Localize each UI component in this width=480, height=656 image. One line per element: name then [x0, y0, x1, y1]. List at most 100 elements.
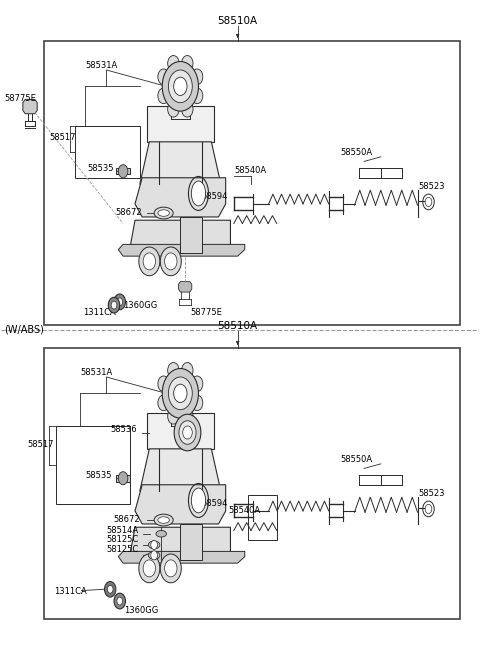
Bar: [56, 426, 130, 504]
Polygon shape: [135, 485, 226, 524]
Polygon shape: [180, 217, 202, 253]
Circle shape: [105, 581, 116, 597]
Circle shape: [118, 165, 128, 178]
Text: 58540A: 58540A: [228, 506, 260, 516]
Ellipse shape: [154, 207, 173, 219]
Circle shape: [151, 551, 157, 560]
Text: 1311CA: 1311CA: [84, 308, 116, 318]
Bar: [75, 125, 140, 178]
Circle shape: [114, 593, 125, 609]
Text: 58125C: 58125C: [107, 545, 139, 554]
Circle shape: [158, 395, 169, 411]
Ellipse shape: [158, 210, 169, 216]
Text: 58540A: 58540A: [234, 166, 266, 175]
Polygon shape: [147, 413, 214, 449]
Text: 1360GG: 1360GG: [123, 300, 158, 310]
Circle shape: [192, 88, 203, 104]
Ellipse shape: [192, 488, 205, 513]
Circle shape: [425, 197, 432, 207]
Circle shape: [108, 585, 113, 593]
Circle shape: [181, 56, 193, 72]
Text: 58531A: 58531A: [80, 368, 112, 377]
Text: 58775E: 58775E: [4, 94, 36, 103]
Circle shape: [160, 247, 181, 276]
Text: 58536: 58536: [110, 425, 137, 434]
Circle shape: [183, 426, 192, 439]
Circle shape: [179, 420, 196, 444]
Polygon shape: [180, 524, 202, 560]
Circle shape: [192, 69, 203, 85]
Polygon shape: [116, 475, 130, 482]
Circle shape: [425, 504, 432, 514]
Circle shape: [111, 301, 117, 309]
Polygon shape: [130, 220, 230, 253]
Circle shape: [158, 88, 169, 104]
Circle shape: [168, 56, 179, 72]
Circle shape: [151, 541, 157, 550]
Circle shape: [192, 395, 203, 411]
Circle shape: [174, 384, 187, 403]
Circle shape: [117, 298, 122, 306]
Text: 58510A: 58510A: [217, 16, 258, 26]
Circle shape: [143, 253, 156, 270]
Polygon shape: [23, 99, 37, 113]
Circle shape: [168, 363, 179, 379]
Polygon shape: [147, 106, 214, 142]
Circle shape: [108, 297, 120, 313]
Text: 58535: 58535: [87, 164, 114, 173]
Text: 58517: 58517: [28, 440, 54, 449]
Circle shape: [181, 409, 193, 424]
Ellipse shape: [148, 552, 160, 560]
Text: 1360GG: 1360GG: [124, 606, 159, 615]
Polygon shape: [140, 142, 221, 184]
Text: 58531A: 58531A: [85, 61, 117, 70]
Polygon shape: [130, 527, 230, 560]
Ellipse shape: [192, 181, 205, 206]
Circle shape: [192, 376, 203, 392]
Circle shape: [174, 414, 201, 451]
Circle shape: [143, 560, 156, 577]
Ellipse shape: [156, 531, 167, 537]
Circle shape: [181, 363, 193, 379]
Circle shape: [174, 77, 187, 96]
Ellipse shape: [158, 517, 169, 523]
Circle shape: [117, 597, 122, 605]
Text: 58125C: 58125C: [107, 535, 139, 544]
Text: 58594: 58594: [202, 499, 228, 508]
Text: 58550A: 58550A: [341, 148, 373, 157]
Circle shape: [165, 560, 177, 577]
Text: (W/ABS): (W/ABS): [4, 325, 44, 335]
Polygon shape: [135, 178, 226, 217]
Circle shape: [158, 69, 169, 85]
Polygon shape: [116, 168, 130, 174]
Text: 58523: 58523: [418, 489, 444, 498]
Text: 58550A: 58550A: [341, 455, 373, 464]
Text: 58510A: 58510A: [217, 321, 258, 331]
Text: 58514A: 58514A: [107, 526, 139, 535]
Text: 58523: 58523: [418, 182, 444, 191]
Text: 58535: 58535: [85, 471, 111, 480]
Polygon shape: [179, 281, 192, 292]
Circle shape: [168, 102, 179, 117]
Circle shape: [165, 253, 177, 270]
Circle shape: [168, 70, 192, 102]
Text: 58775E: 58775E: [191, 308, 222, 317]
Circle shape: [181, 102, 193, 117]
Text: 58594: 58594: [202, 192, 228, 201]
Circle shape: [162, 369, 199, 418]
Circle shape: [168, 377, 192, 409]
Text: 58672: 58672: [114, 515, 140, 524]
Polygon shape: [118, 245, 245, 256]
Polygon shape: [140, 449, 221, 491]
Text: 1311CA: 1311CA: [54, 587, 86, 596]
Circle shape: [158, 376, 169, 392]
Circle shape: [162, 62, 199, 111]
Circle shape: [114, 294, 125, 310]
Text: 58517: 58517: [49, 133, 76, 142]
Text: 58672: 58672: [115, 208, 142, 217]
Circle shape: [139, 554, 160, 583]
Circle shape: [168, 409, 179, 424]
Ellipse shape: [148, 541, 160, 549]
Ellipse shape: [154, 514, 173, 526]
Polygon shape: [118, 552, 245, 563]
